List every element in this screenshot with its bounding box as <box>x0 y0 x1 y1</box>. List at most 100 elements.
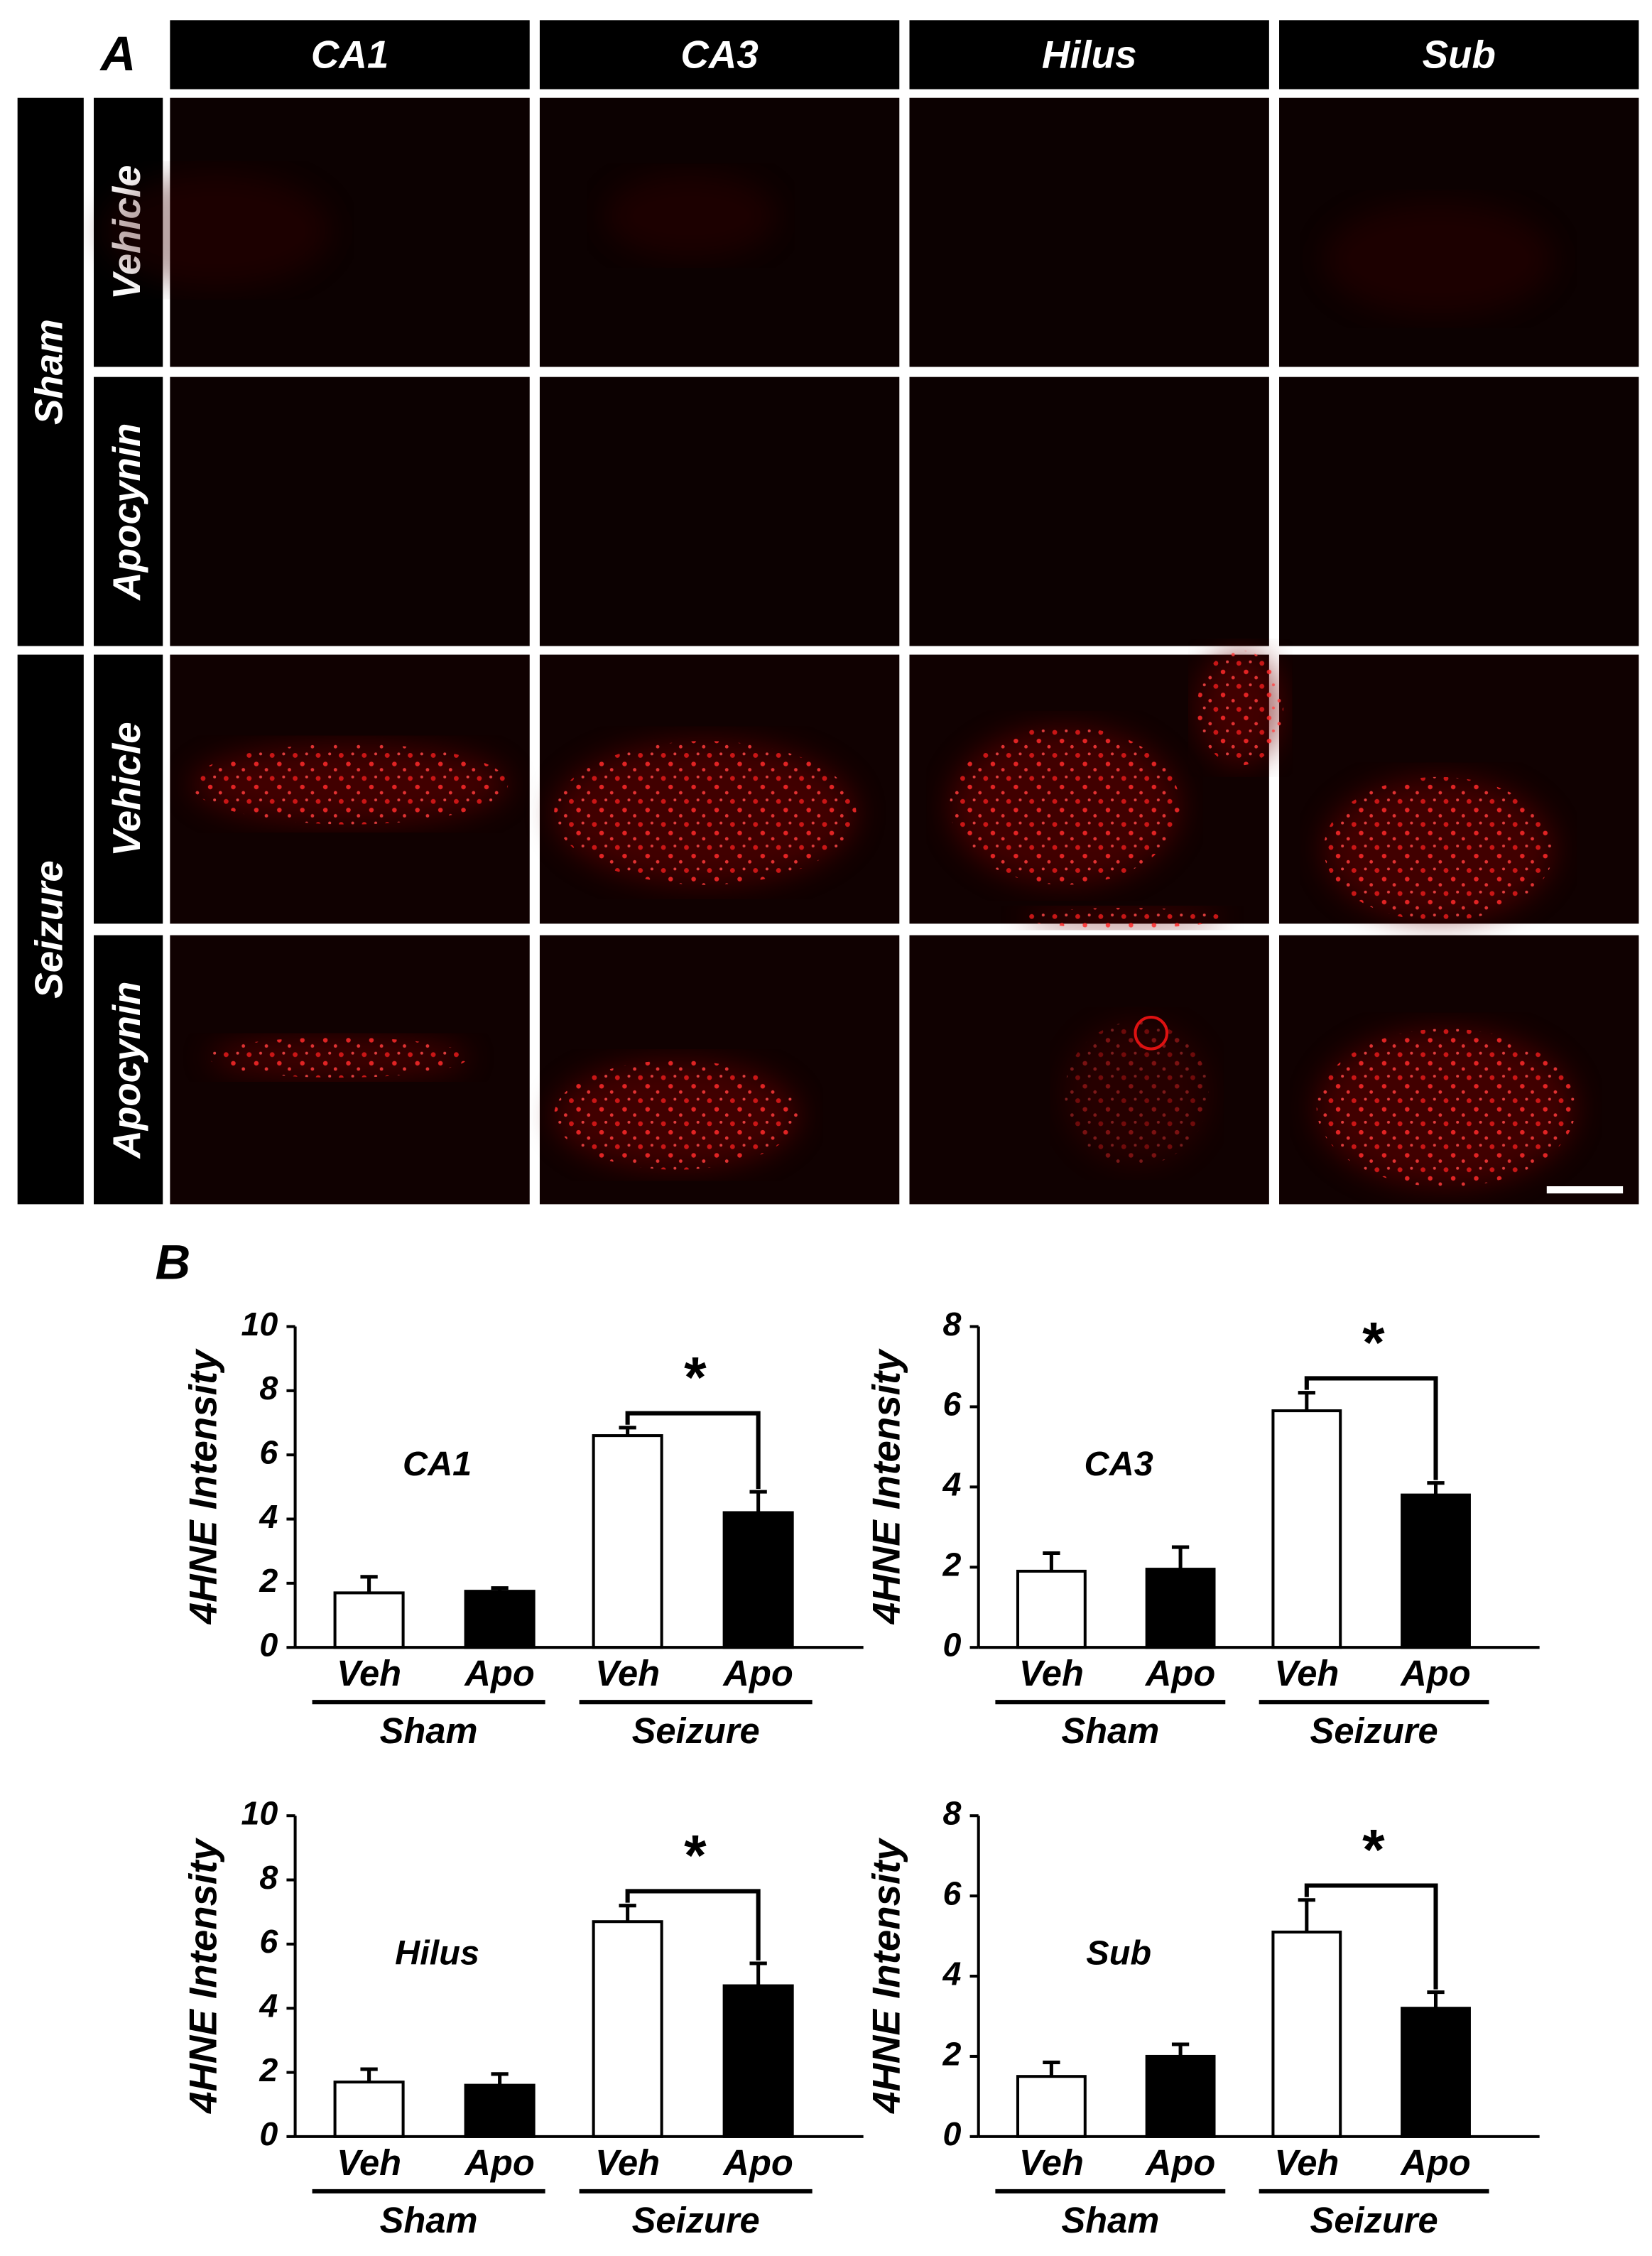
x-tick-label: Veh <box>1019 2142 1084 2183</box>
chart-label: CA3 <box>1085 1445 1153 1483</box>
bar-chart: 4HNE Intensity CA3 0 2 4 6 8 Veh Apo Veh Apo Sham Se… <box>864 1306 1540 1751</box>
signal-speckle <box>1021 908 1224 928</box>
row-header <box>94 654 163 924</box>
y-tick-label: 4 <box>942 1466 961 1503</box>
micrograph <box>909 376 1269 646</box>
bar <box>1271 1409 1342 1649</box>
group-label: Sham <box>1061 2200 1159 2240</box>
bar <box>1401 2007 1471 2138</box>
y-tick-label: 8 <box>259 1859 278 1896</box>
column-header <box>539 20 900 90</box>
row-header <box>94 935 163 1205</box>
significance-label: * <box>682 1823 707 1887</box>
micrograph <box>909 97 1269 367</box>
group-label: Sham <box>380 2200 478 2240</box>
row-label: Apocynin <box>104 981 148 1159</box>
group-label: Seizure <box>632 2200 760 2240</box>
significance-bracket <box>1304 1883 1438 1990</box>
significance-label: * <box>682 1345 707 1409</box>
x-tick-label: Apo <box>722 2142 793 2183</box>
group-label: Seizure <box>632 1710 760 1751</box>
signal-speckle <box>209 1037 468 1078</box>
bar <box>722 1511 794 1649</box>
column-label: CA3 <box>680 32 758 76</box>
bar <box>333 2081 405 2138</box>
y-tick-label: 0 <box>942 1627 961 1664</box>
column-label: Hilus <box>1042 32 1137 76</box>
bar <box>592 1920 663 2138</box>
bar <box>1016 1569 1087 1649</box>
signal-speckle <box>554 741 857 885</box>
signal-speckle <box>1316 1029 1576 1188</box>
signal-faint <box>604 173 778 259</box>
significance-label: * <box>1360 1311 1385 1374</box>
y-tick-label: 8 <box>259 1370 278 1406</box>
significance-bracket <box>1304 1376 1438 1480</box>
x-tick-label: Veh <box>337 2142 401 2183</box>
bar <box>1271 1930 1342 2138</box>
y-tick-label: 8 <box>942 1794 961 1831</box>
x-tick-label: Apo <box>463 1653 534 1693</box>
y-tick-label: 4 <box>942 1955 961 1992</box>
x-tick-label: Apo <box>463 2142 534 2183</box>
y-axis-label: 4HNE Intensity <box>180 1838 224 2114</box>
column-header <box>909 20 1269 90</box>
bar <box>722 1984 794 2138</box>
x-tick-label: Veh <box>1274 1653 1339 1693</box>
bar <box>464 1590 536 1649</box>
column-header <box>170 20 530 90</box>
bar <box>1145 2054 1216 2138</box>
y-tick-label: 10 <box>241 1794 278 1831</box>
significance-bracket <box>625 1411 761 1490</box>
y-tick-label: 0 <box>259 2115 278 2152</box>
group-label: Sham <box>27 319 71 425</box>
group-label: Sham <box>380 1710 478 1751</box>
chart-label: Sub <box>1086 1934 1151 1973</box>
group-label: Seizure <box>1310 2200 1438 2240</box>
y-tick-label: 6 <box>942 1386 962 1423</box>
bar-chart: 4HNE Intensity Sub 0 2 4 6 8 Veh Apo Veh Apo Sham Se… <box>864 1794 1540 2240</box>
signal-faint <box>1323 201 1554 317</box>
y-axis-label: 4HNE Intensity <box>864 1348 908 1625</box>
row-header <box>94 376 163 646</box>
bar-chart: 4HNE Intensity CA1 0 2 4 6 8 10 Veh Apo Veh Apo Sham… <box>180 1306 864 1751</box>
x-tick-label: Apo <box>1399 1653 1470 1693</box>
row-label: Vehicle <box>104 722 148 856</box>
y-tick-label: 6 <box>259 1433 278 1470</box>
column-header <box>1279 20 1639 90</box>
y-tick-label: 2 <box>942 2035 961 2072</box>
x-tick-label: Veh <box>1274 2142 1339 2183</box>
y-tick-label: 6 <box>942 1875 962 1911</box>
x-tick-label: Veh <box>337 1653 401 1693</box>
column-label: CA1 <box>311 32 388 76</box>
y-axis-label: 4HNE Intensity <box>180 1348 224 1625</box>
group-header <box>17 97 84 646</box>
y-tick-label: 2 <box>942 1546 961 1583</box>
panel-b: B 4HNE Intensity CA1 0 2 4 6 8 10 Veh Apo Veh Apo Sha… <box>156 1235 1540 2240</box>
signal-speckle <box>1065 1021 1209 1166</box>
micrograph <box>170 376 530 646</box>
y-tick-label: 6 <box>259 1923 278 1960</box>
bar <box>592 1434 663 1649</box>
panel-label: B <box>156 1235 191 1290</box>
y-tick-label: 0 <box>259 1627 278 1664</box>
group-label: Seizure <box>27 860 71 998</box>
x-tick-label: Veh <box>1019 1653 1084 1693</box>
y-tick-label: 10 <box>241 1306 278 1343</box>
x-tick-label: Apo <box>1144 2142 1215 2183</box>
bar <box>1016 2075 1087 2138</box>
bar <box>464 2083 536 2138</box>
micrograph-signal <box>101 173 1576 1188</box>
bar <box>333 1591 405 1649</box>
chart-label: CA1 <box>403 1445 472 1483</box>
chart-label: Hilus <box>395 1934 479 1973</box>
group-header <box>17 654 84 1205</box>
micrograph <box>539 376 900 646</box>
micrograph <box>1279 376 1639 646</box>
y-tick-label: 2 <box>259 2051 278 2088</box>
y-tick-label: 0 <box>942 2115 961 2152</box>
significance-bracket <box>625 1889 761 1961</box>
bar <box>1401 1493 1471 1649</box>
bar-chart: 4HNE Intensity Hilus 0 2 4 6 8 10 Veh Apo Veh Apo Sh… <box>180 1794 864 2240</box>
